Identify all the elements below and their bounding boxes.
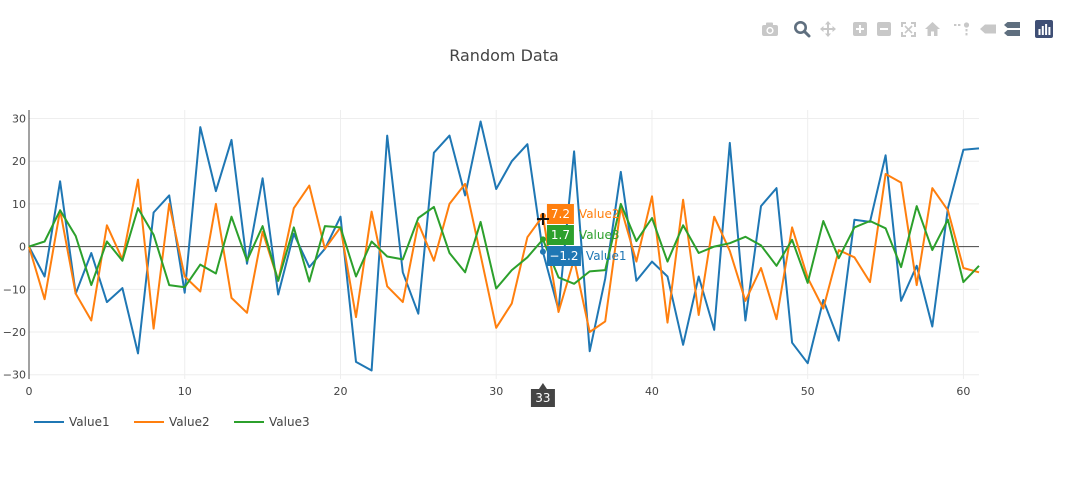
x-hover-label: 33 — [535, 391, 550, 405]
x-tick-label: 50 — [801, 385, 815, 398]
spike-lines-icon[interactable] — [952, 18, 972, 40]
legend-item-value3[interactable]: Value3 — [234, 415, 310, 429]
y-tick-label: −30 — [3, 369, 26, 382]
plotly-logo-icon[interactable] — [1034, 18, 1054, 40]
series-line-value3 — [28, 202, 980, 290]
x-tick-label: 10 — [178, 385, 192, 398]
hover-closest-icon[interactable] — [978, 18, 998, 40]
x-hover-label-box — [530, 383, 555, 407]
y-tick-label: 0 — [19, 241, 26, 254]
crosshair-cursor-icon — [536, 213, 549, 225]
home-icon[interactable] — [922, 18, 942, 40]
series-line-value1 — [28, 120, 980, 372]
zoom-icon[interactable] — [792, 18, 812, 40]
hover-value-text: 7.2 — [551, 207, 570, 221]
x-tick-label: 60 — [956, 385, 970, 398]
hover-value-text: −1.2 — [549, 249, 578, 263]
x-tick-label: 0 — [26, 385, 33, 398]
hover-value-box — [546, 246, 581, 266]
x-tick-label: 20 — [333, 385, 347, 398]
hover-labels: 7.2 Value2 1.7 Value3−1.2 Value1 33 — [530, 204, 627, 407]
legend-label: Value3 — [269, 415, 310, 429]
y-tick-label: 30 — [12, 113, 26, 126]
legend[interactable]: Value1 Value2 Value3 — [34, 415, 310, 429]
y-tick-label: −20 — [3, 326, 26, 339]
hover-value-box — [546, 204, 574, 224]
y-tick-label: 20 — [12, 155, 26, 168]
x-tick-label: 40 — [645, 385, 659, 398]
y-tick-label: −10 — [3, 283, 26, 296]
y-tick-label: 10 — [12, 198, 26, 211]
hover-series-name: Value3 — [579, 228, 620, 242]
hover-value-box — [546, 225, 574, 245]
axes: −30 −20 −10 0 10 20 30 0 10 20 30 40 50 60 — [3, 110, 970, 398]
camera-icon[interactable] — [760, 18, 780, 40]
hover-series-name: Value2 — [579, 207, 620, 221]
chart-title: Random Data — [449, 46, 559, 65]
hover-point — [539, 236, 546, 243]
series-line-value2 — [28, 173, 980, 333]
grid — [29, 110, 979, 379]
hover-compare-icon[interactable] — [1002, 18, 1022, 40]
hover-series-name: Value1 — [586, 249, 627, 263]
autoscale-icon[interactable] — [898, 18, 918, 40]
x-tick-label: 30 — [489, 385, 503, 398]
zoom-in-icon[interactable] — [850, 18, 870, 40]
pan-icon[interactable] — [818, 18, 838, 40]
legend-item-value2[interactable]: Value2 — [134, 415, 210, 429]
legend-label: Value2 — [169, 415, 210, 429]
legend-label: Value1 — [69, 415, 110, 429]
zoom-out-icon[interactable] — [874, 18, 894, 40]
hover-value-text: 1.7 — [551, 228, 570, 242]
legend-item-value1[interactable]: Value1 — [34, 415, 110, 429]
hover-point — [539, 248, 546, 255]
series-lines — [28, 120, 980, 372]
